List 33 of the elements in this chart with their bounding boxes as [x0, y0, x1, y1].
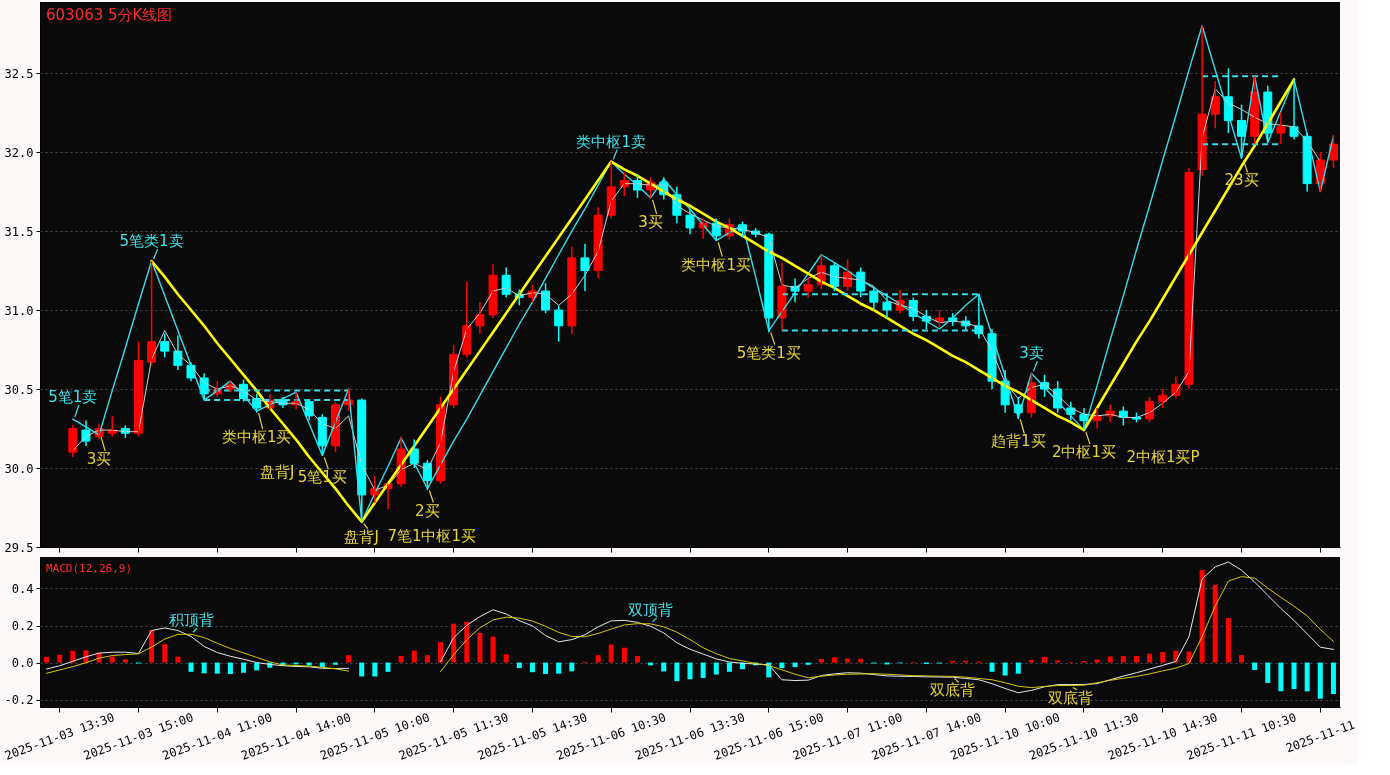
annotation: 双底背 — [1048, 688, 1094, 707]
annotation: 3卖 — [1019, 344, 1044, 363]
y-tick-label: 31.0 — [4, 303, 34, 318]
annotation: 类中枢1买 — [681, 255, 752, 274]
y-tick-label: 0.0 — [11, 656, 34, 671]
y-tick-label: -0.2 — [4, 693, 34, 708]
y-tick-label: 0.2 — [11, 619, 34, 634]
annotation: 盘背J — [260, 463, 295, 481]
y-tick-label: 30.0 — [4, 461, 34, 476]
annotation: 双底背 — [930, 681, 976, 700]
y-tick-label: 31.5 — [4, 224, 34, 239]
annotation: 趋背1买 — [991, 432, 1046, 451]
annotation: 2中枢1买 — [1051, 443, 1116, 462]
text: MACD(12,26,9) — [46, 562, 133, 575]
annotation: 3买 — [638, 212, 663, 231]
annotation: 类中枢1买 — [221, 428, 292, 447]
annotation: 积顶背 — [168, 611, 214, 630]
annotation: 双顶背 — [628, 600, 674, 619]
y-tick-label: 29.5 — [4, 540, 34, 555]
annotation: 7笔1中枢1买 — [387, 527, 477, 545]
annotation: 5笔1卖 — [48, 388, 98, 407]
annotation: 3买 — [86, 449, 112, 468]
y-tick-label: 30.5 — [4, 382, 34, 397]
y-tick-label: 32.0 — [4, 145, 34, 160]
annotation: 盘背J — [344, 527, 379, 546]
annotation: 2买 — [415, 501, 440, 520]
y-tick-label: 0.4 — [11, 581, 34, 596]
annotation: 5笔类1买 — [736, 343, 801, 362]
annotation: 5笔类1卖 — [119, 232, 184, 251]
chart-title: 603063 5分K线图 — [46, 6, 173, 24]
annotation: 类中枢1卖 — [576, 132, 646, 151]
annotation: 2中枢1买P — [1126, 448, 1200, 466]
y-tick-label: 32.5 — [4, 66, 34, 81]
